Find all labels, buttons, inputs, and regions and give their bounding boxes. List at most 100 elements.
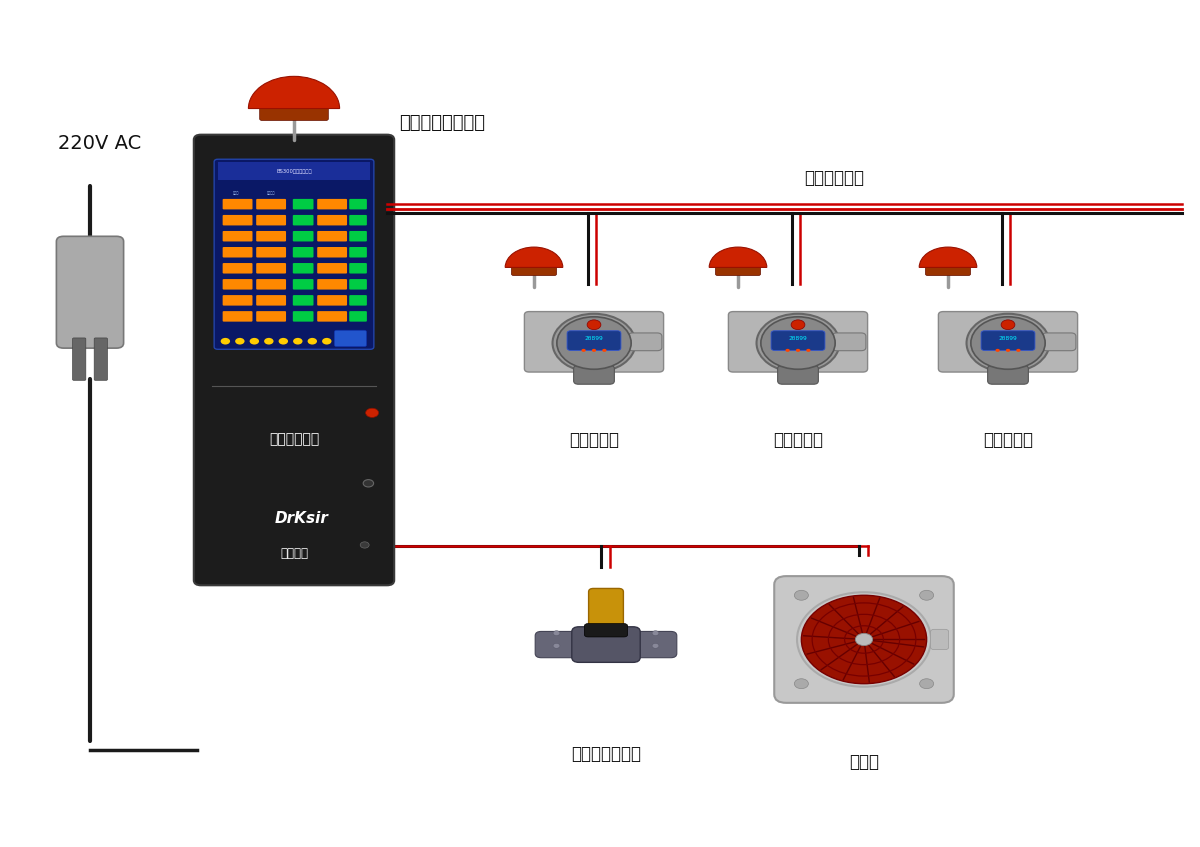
- Circle shape: [360, 542, 370, 548]
- FancyBboxPatch shape: [524, 312, 664, 372]
- FancyBboxPatch shape: [214, 159, 374, 349]
- FancyBboxPatch shape: [938, 312, 1078, 372]
- FancyBboxPatch shape: [772, 330, 824, 351]
- Circle shape: [278, 338, 288, 345]
- Text: 220V AC: 220V AC: [58, 135, 140, 153]
- Text: 工业燃气切断阀: 工业燃气切断阀: [571, 745, 641, 763]
- Circle shape: [592, 349, 596, 352]
- Text: 20899: 20899: [998, 336, 1018, 341]
- FancyBboxPatch shape: [256, 199, 286, 209]
- FancyBboxPatch shape: [511, 266, 557, 275]
- Circle shape: [264, 338, 274, 345]
- Circle shape: [919, 590, 934, 601]
- Circle shape: [756, 313, 840, 373]
- Circle shape: [794, 590, 809, 601]
- Circle shape: [235, 338, 245, 345]
- FancyBboxPatch shape: [335, 330, 366, 346]
- Text: 报警控制主机: 报警控制主机: [269, 432, 319, 446]
- Text: 排风扇: 排风扇: [850, 753, 878, 772]
- FancyBboxPatch shape: [628, 333, 662, 351]
- FancyBboxPatch shape: [1042, 333, 1076, 351]
- FancyBboxPatch shape: [223, 263, 252, 274]
- FancyBboxPatch shape: [774, 576, 954, 703]
- Text: 气体检测仪: 气体检测仪: [773, 431, 823, 450]
- FancyBboxPatch shape: [223, 247, 252, 257]
- Circle shape: [293, 338, 302, 345]
- FancyBboxPatch shape: [317, 231, 347, 241]
- Circle shape: [364, 479, 373, 487]
- FancyBboxPatch shape: [349, 199, 367, 209]
- FancyBboxPatch shape: [988, 365, 1028, 385]
- FancyBboxPatch shape: [94, 338, 107, 380]
- FancyBboxPatch shape: [73, 338, 86, 380]
- Circle shape: [336, 338, 346, 345]
- FancyBboxPatch shape: [571, 627, 641, 662]
- Circle shape: [652, 644, 659, 648]
- FancyBboxPatch shape: [728, 312, 868, 372]
- FancyBboxPatch shape: [256, 295, 286, 306]
- Circle shape: [250, 338, 259, 345]
- Text: 德克西尔: 德克西尔: [280, 547, 308, 560]
- Circle shape: [322, 338, 331, 345]
- Circle shape: [856, 634, 872, 645]
- Circle shape: [366, 408, 379, 418]
- FancyBboxPatch shape: [349, 311, 367, 322]
- Circle shape: [786, 349, 790, 352]
- Circle shape: [796, 349, 800, 352]
- FancyBboxPatch shape: [349, 279, 367, 290]
- Wedge shape: [709, 247, 767, 268]
- Circle shape: [761, 317, 835, 369]
- FancyBboxPatch shape: [56, 236, 124, 348]
- Circle shape: [553, 644, 560, 648]
- FancyBboxPatch shape: [293, 215, 313, 225]
- FancyBboxPatch shape: [535, 632, 587, 657]
- Text: 四芯屏蔽电缆: 四芯屏蔽电缆: [804, 169, 864, 187]
- Wedge shape: [505, 247, 563, 268]
- FancyBboxPatch shape: [715, 266, 761, 275]
- Wedge shape: [248, 76, 340, 108]
- FancyBboxPatch shape: [293, 295, 313, 306]
- Text: 气体浓度: 气体浓度: [266, 191, 275, 195]
- FancyBboxPatch shape: [293, 247, 313, 257]
- FancyBboxPatch shape: [931, 629, 949, 650]
- FancyBboxPatch shape: [584, 623, 628, 637]
- FancyBboxPatch shape: [293, 199, 313, 209]
- FancyBboxPatch shape: [349, 247, 367, 257]
- Circle shape: [1006, 349, 1010, 352]
- FancyBboxPatch shape: [223, 295, 252, 306]
- Circle shape: [307, 338, 317, 345]
- Circle shape: [996, 349, 1000, 352]
- Text: 通道号: 通道号: [233, 191, 239, 195]
- FancyBboxPatch shape: [259, 107, 329, 120]
- Circle shape: [1016, 349, 1020, 352]
- FancyBboxPatch shape: [223, 311, 252, 322]
- FancyBboxPatch shape: [349, 263, 367, 274]
- Circle shape: [794, 678, 809, 689]
- Bar: [217, 162, 371, 180]
- FancyBboxPatch shape: [349, 231, 367, 241]
- Text: 气体检测仪: 气体检测仪: [569, 431, 619, 450]
- FancyBboxPatch shape: [574, 365, 614, 385]
- Circle shape: [352, 338, 360, 345]
- FancyBboxPatch shape: [293, 279, 313, 290]
- FancyBboxPatch shape: [317, 199, 347, 209]
- FancyBboxPatch shape: [256, 231, 286, 241]
- FancyBboxPatch shape: [223, 215, 252, 225]
- FancyBboxPatch shape: [925, 266, 971, 275]
- Circle shape: [587, 320, 601, 329]
- Text: DrKsir: DrKsir: [275, 511, 329, 526]
- FancyBboxPatch shape: [317, 247, 347, 257]
- FancyBboxPatch shape: [194, 135, 395, 585]
- Circle shape: [1001, 320, 1015, 329]
- FancyBboxPatch shape: [982, 330, 1034, 351]
- FancyBboxPatch shape: [256, 247, 286, 257]
- Wedge shape: [919, 247, 977, 268]
- Circle shape: [919, 678, 934, 689]
- FancyBboxPatch shape: [256, 263, 286, 274]
- FancyBboxPatch shape: [317, 311, 347, 322]
- Circle shape: [966, 313, 1050, 373]
- FancyBboxPatch shape: [256, 279, 286, 290]
- FancyBboxPatch shape: [832, 333, 866, 351]
- Text: 20899: 20899: [788, 336, 808, 341]
- FancyBboxPatch shape: [349, 295, 367, 306]
